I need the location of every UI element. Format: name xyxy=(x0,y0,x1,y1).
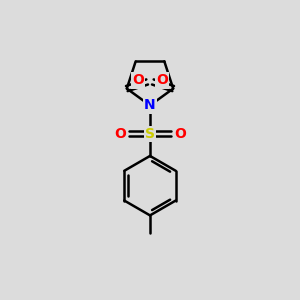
Text: S: S xyxy=(145,127,155,141)
Text: O: O xyxy=(156,74,168,88)
Text: N: N xyxy=(144,98,156,112)
Text: O: O xyxy=(174,127,186,141)
Text: O: O xyxy=(114,127,126,141)
Text: O: O xyxy=(132,74,144,88)
